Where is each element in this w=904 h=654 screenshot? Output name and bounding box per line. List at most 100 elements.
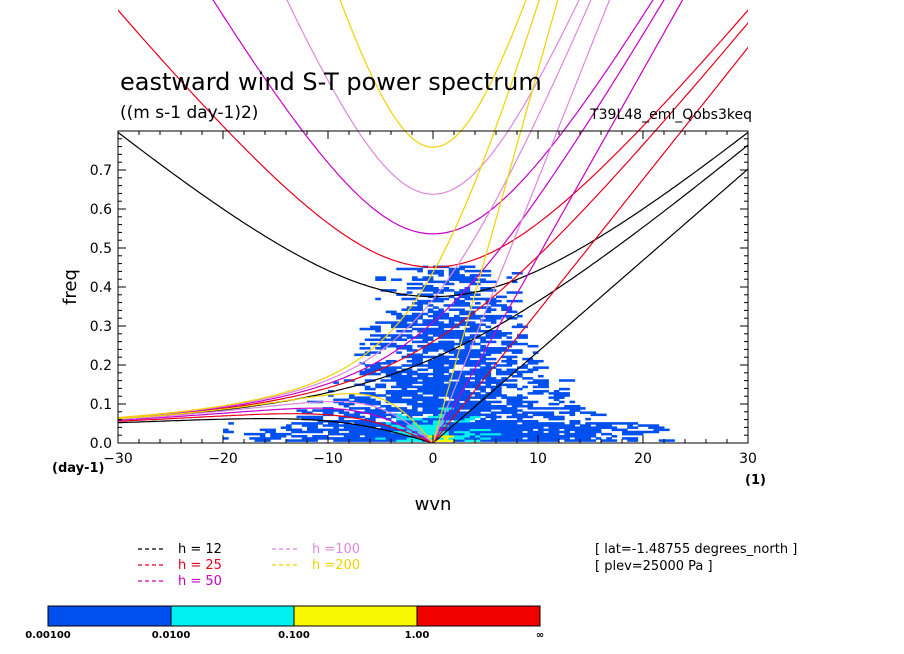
heatmap-cell	[401, 368, 413, 372]
heatmap-cell	[506, 336, 513, 339]
heatmap-cell	[469, 355, 486, 359]
heatmap-cell	[364, 417, 376, 421]
heatmap-cell	[364, 338, 381, 342]
heatmap-cell	[511, 411, 518, 414]
heatmap-cell	[590, 435, 597, 438]
heatmap-cell	[490, 381, 502, 384]
heatmap-cell	[543, 422, 555, 425]
heatmap-cell	[574, 426, 591, 429]
heatmap-cell	[417, 424, 429, 427]
heatmap-cell	[291, 435, 303, 438]
heatmap-cell	[427, 411, 439, 414]
heatmap-cell	[443, 404, 450, 408]
heatmap-cell	[459, 432, 465, 436]
heatmap-cell	[569, 407, 586, 410]
heatmap-cell	[522, 400, 539, 404]
heatmap-cell	[406, 372, 413, 376]
heatmap-cell	[448, 332, 465, 335]
heatmap-cell	[469, 306, 476, 309]
heatmap-cell	[480, 432, 486, 436]
heatmap-cell	[485, 299, 502, 303]
heatmap-cell	[448, 344, 455, 348]
heatmap-cell	[480, 287, 492, 290]
heatmap-cell	[532, 389, 549, 393]
heatmap-cell	[391, 435, 408, 438]
heatmap-cell	[396, 344, 413, 348]
heatmap-cell	[506, 368, 513, 372]
heatmap-cell	[580, 430, 591, 434]
heatmap-cell	[506, 419, 513, 423]
heatmap-cell	[459, 265, 476, 269]
heatmap-cell	[301, 435, 308, 438]
heatmap-cell	[370, 400, 381, 404]
heatmap-cell	[448, 394, 460, 397]
rossby-wave-curve	[118, 413, 434, 443]
heatmap-cell	[475, 293, 481, 296]
heatmap-cell	[496, 419, 507, 423]
colorbar-swatch	[170, 605, 295, 627]
heatmap-cell	[590, 413, 607, 417]
heatmap-cell	[433, 357, 444, 361]
heatmap-cell	[422, 351, 429, 354]
heatmap-cell	[312, 435, 329, 438]
heatmap-cell	[553, 398, 560, 402]
heatmap-cell	[422, 278, 434, 281]
heatmap-cell	[590, 430, 602, 434]
heatmap-cell	[359, 428, 366, 432]
heatmap-cell	[349, 419, 366, 423]
heatmap-cell	[459, 396, 476, 399]
heatmap-cell	[359, 327, 376, 331]
heatmap-cell	[490, 411, 507, 414]
heatmap-cell	[433, 344, 450, 348]
heatmap-cell	[485, 377, 497, 380]
heatmap-cell	[427, 372, 444, 376]
heatmap-cell	[459, 312, 476, 316]
heatmap-cell	[422, 409, 439, 412]
heatmap-cell	[307, 415, 318, 419]
heatmap-cell	[459, 293, 476, 296]
heatmap-cell	[254, 439, 271, 442]
heatmap-cell	[485, 302, 497, 305]
heatmap-cell	[375, 383, 387, 387]
heatmap-cell	[422, 349, 439, 352]
heatmap-cell	[496, 392, 502, 395]
heatmap-cell	[438, 312, 450, 316]
legend-label: h = 12	[178, 542, 222, 557]
heatmap-cell	[506, 435, 513, 438]
heatmap-cell	[569, 422, 581, 425]
heatmap-cell	[496, 347, 507, 350]
heatmap-cell	[653, 428, 670, 432]
heatmap-cell	[380, 379, 397, 382]
y-tick-label: 0.1	[90, 397, 112, 413]
heatmap-cell	[359, 426, 376, 429]
heatmap-cell	[574, 430, 581, 434]
heatmap-cell	[343, 432, 360, 436]
heatmap-cell	[396, 267, 413, 271]
heatmap-cell	[354, 398, 371, 402]
heatmap-cell	[480, 347, 497, 350]
heatmap-cell	[438, 392, 444, 395]
heatmap-cell	[506, 411, 513, 414]
heatmap-cell	[349, 407, 360, 410]
heatmap-cell	[527, 439, 534, 442]
heatmap-cell	[359, 347, 371, 350]
x-tick-label: 20	[634, 451, 652, 467]
heatmap-cell	[475, 392, 481, 395]
heatmap-cell	[427, 321, 444, 324]
heatmap-cell	[459, 357, 471, 361]
heatmap-cell	[448, 267, 455, 271]
heatmap-cell	[375, 327, 381, 331]
heatmap-cell	[427, 400, 434, 404]
heatmap-cell	[475, 302, 481, 305]
heatmap-cell	[490, 349, 507, 352]
heatmap-cell	[454, 329, 471, 333]
heatmap-cell	[307, 422, 324, 425]
heatmap-cell	[396, 379, 413, 382]
heatmap-cell	[406, 402, 418, 406]
heatmap-cell	[475, 396, 481, 399]
heatmap-cell	[286, 428, 303, 432]
heatmap-cell	[401, 308, 413, 311]
heatmap-cell	[548, 402, 560, 406]
heatmap-cell	[553, 407, 570, 410]
heatmap-cell	[496, 370, 507, 374]
